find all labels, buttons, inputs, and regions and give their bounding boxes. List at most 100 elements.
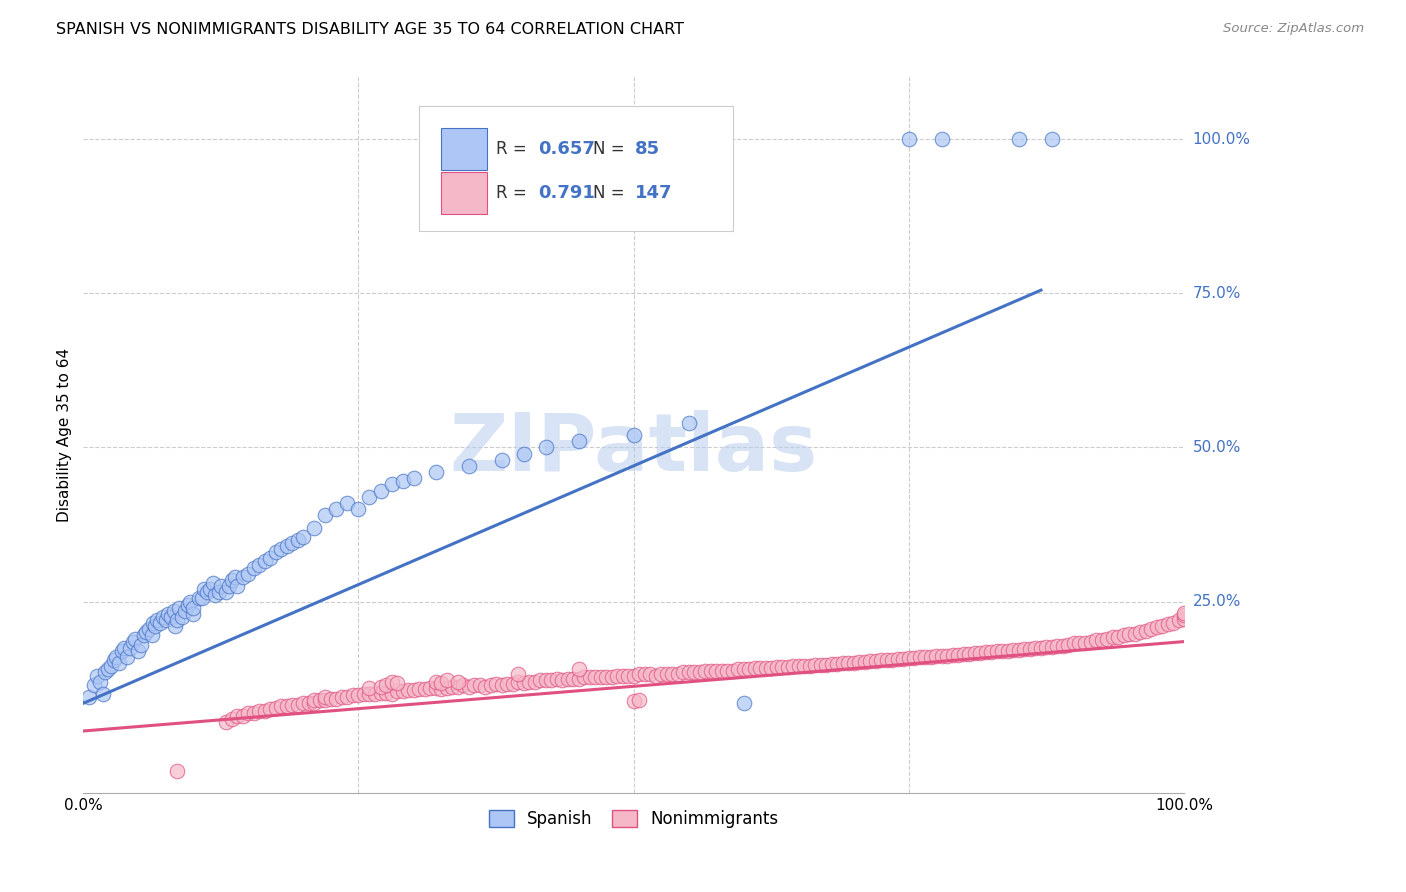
Point: [1040, 640, 1063, 654]
Point: [215, 585, 238, 599]
Point: [451, 678, 474, 692]
Point: [733, 662, 755, 676]
Point: [963, 646, 986, 660]
Point: [1024, 640, 1046, 655]
Point: [557, 672, 579, 686]
Point: [831, 656, 853, 670]
Point: [842, 656, 865, 670]
Point: [375, 686, 398, 700]
Point: [347, 688, 370, 702]
Point: [727, 662, 749, 676]
Point: [166, 764, 188, 778]
Point: [146, 613, 169, 627]
Point: [314, 508, 336, 523]
Point: [218, 579, 240, 593]
Point: [1069, 636, 1091, 650]
Point: [195, 585, 218, 599]
Point: [276, 539, 298, 553]
Point: [474, 680, 496, 694]
Point: [578, 670, 600, 684]
Point: [391, 475, 413, 489]
Text: R =: R =: [496, 184, 531, 202]
Point: [1135, 624, 1157, 639]
Point: [986, 644, 1008, 658]
Point: [375, 678, 398, 692]
Point: [457, 680, 479, 694]
Point: [761, 661, 783, 675]
Point: [568, 662, 591, 676]
Text: SPANISH VS NONIMMIGRANTS DISABILITY AGE 35 TO 64 CORRELATION CHART: SPANISH VS NONIMMIGRANTS DISABILITY AGE …: [56, 22, 685, 37]
Point: [887, 652, 910, 666]
Point: [391, 684, 413, 698]
Point: [1080, 634, 1102, 648]
Point: [942, 648, 965, 662]
Point: [359, 490, 381, 504]
Point: [1002, 642, 1025, 657]
Point: [304, 520, 326, 534]
Point: [259, 702, 281, 716]
Point: [787, 659, 810, 673]
Point: [1118, 627, 1140, 641]
Point: [512, 676, 534, 690]
Point: [243, 560, 266, 574]
Point: [183, 607, 205, 621]
Point: [336, 690, 359, 704]
Point: [121, 634, 143, 648]
Point: [166, 613, 188, 627]
Point: [502, 676, 524, 690]
Point: [1150, 619, 1173, 633]
Y-axis label: Disability Age 35 to 64: Disability Age 35 to 64: [58, 348, 72, 522]
Point: [716, 664, 738, 678]
Point: [793, 659, 815, 673]
Point: [347, 502, 370, 516]
Point: [96, 662, 118, 676]
Point: [143, 619, 166, 633]
Point: [529, 673, 551, 688]
Point: [953, 647, 976, 661]
Point: [124, 632, 146, 646]
Point: [1029, 640, 1052, 655]
Point: [974, 645, 997, 659]
Point: [517, 674, 540, 689]
Point: [1090, 632, 1112, 647]
Point: [865, 654, 887, 668]
Point: [897, 132, 920, 146]
Point: [264, 700, 287, 714]
Point: [468, 678, 491, 692]
Point: [589, 670, 612, 684]
Point: [138, 622, 160, 636]
Point: [1057, 638, 1080, 652]
Point: [319, 692, 342, 706]
Point: [224, 570, 246, 584]
Point: [430, 676, 453, 690]
Text: 85: 85: [634, 140, 659, 158]
Point: [135, 625, 157, 640]
Text: N =: N =: [593, 184, 630, 202]
Point: [562, 672, 585, 686]
Point: [623, 668, 645, 682]
Point: [1146, 620, 1168, 634]
Point: [463, 678, 485, 692]
Point: [370, 686, 392, 700]
Point: [370, 680, 392, 694]
Point: [1095, 632, 1118, 646]
Text: 147: 147: [634, 184, 672, 202]
Point: [804, 658, 827, 673]
Point: [209, 579, 232, 593]
Point: [695, 664, 717, 678]
Point: [325, 502, 347, 516]
Point: [931, 132, 953, 146]
Point: [853, 655, 876, 669]
Point: [738, 662, 761, 676]
Point: [304, 696, 326, 710]
Point: [370, 483, 392, 498]
Point: [634, 667, 657, 681]
Point: [920, 650, 942, 665]
Point: [678, 416, 700, 430]
Point: [249, 704, 271, 718]
Point: [232, 708, 254, 723]
Point: [1129, 625, 1152, 640]
Point: [425, 465, 447, 479]
Point: [893, 652, 915, 666]
Point: [292, 696, 315, 710]
